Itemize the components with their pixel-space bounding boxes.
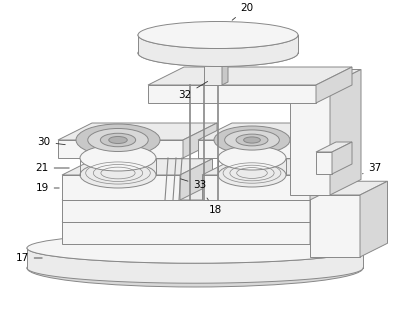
Ellipse shape xyxy=(218,163,286,187)
Polygon shape xyxy=(310,195,360,257)
Polygon shape xyxy=(310,159,342,200)
Polygon shape xyxy=(202,159,342,175)
Ellipse shape xyxy=(100,133,136,147)
Polygon shape xyxy=(316,152,332,174)
Polygon shape xyxy=(310,181,388,195)
Polygon shape xyxy=(62,159,212,175)
Ellipse shape xyxy=(80,162,156,188)
Polygon shape xyxy=(62,222,310,244)
Polygon shape xyxy=(311,123,345,158)
Polygon shape xyxy=(204,39,228,42)
Polygon shape xyxy=(290,70,361,85)
Text: 21: 21 xyxy=(35,163,69,173)
Text: 37: 37 xyxy=(362,163,382,174)
Polygon shape xyxy=(310,182,345,222)
Polygon shape xyxy=(310,204,345,244)
Polygon shape xyxy=(27,248,363,283)
Ellipse shape xyxy=(109,136,127,144)
Ellipse shape xyxy=(218,146,286,170)
Polygon shape xyxy=(62,182,345,200)
Text: 20: 20 xyxy=(232,3,254,20)
Polygon shape xyxy=(290,85,330,195)
Ellipse shape xyxy=(225,130,279,150)
Polygon shape xyxy=(183,123,217,158)
Text: 18: 18 xyxy=(207,198,222,215)
Ellipse shape xyxy=(138,22,298,48)
Ellipse shape xyxy=(88,129,148,151)
Polygon shape xyxy=(198,123,345,140)
Polygon shape xyxy=(62,175,180,200)
Ellipse shape xyxy=(76,124,160,156)
Polygon shape xyxy=(330,70,361,195)
Polygon shape xyxy=(332,142,352,174)
Polygon shape xyxy=(58,140,183,158)
Polygon shape xyxy=(360,181,388,257)
Text: 17: 17 xyxy=(15,253,42,263)
Text: 33: 33 xyxy=(181,179,207,190)
Polygon shape xyxy=(62,200,310,222)
Ellipse shape xyxy=(80,145,156,171)
Ellipse shape xyxy=(138,40,298,66)
Polygon shape xyxy=(138,35,298,66)
Polygon shape xyxy=(316,67,352,103)
Text: 19: 19 xyxy=(35,183,59,193)
Polygon shape xyxy=(316,142,352,152)
Text: 32: 32 xyxy=(178,81,208,100)
Polygon shape xyxy=(180,159,212,200)
Ellipse shape xyxy=(27,233,363,263)
Polygon shape xyxy=(148,85,316,103)
Polygon shape xyxy=(198,140,311,158)
Ellipse shape xyxy=(214,126,290,154)
Polygon shape xyxy=(204,42,222,85)
Polygon shape xyxy=(202,175,310,200)
Polygon shape xyxy=(222,39,228,85)
Ellipse shape xyxy=(244,137,260,143)
Ellipse shape xyxy=(236,134,268,146)
Ellipse shape xyxy=(27,249,363,287)
Polygon shape xyxy=(62,204,345,222)
Text: 30: 30 xyxy=(38,137,65,147)
Polygon shape xyxy=(148,67,352,85)
Polygon shape xyxy=(58,123,217,140)
